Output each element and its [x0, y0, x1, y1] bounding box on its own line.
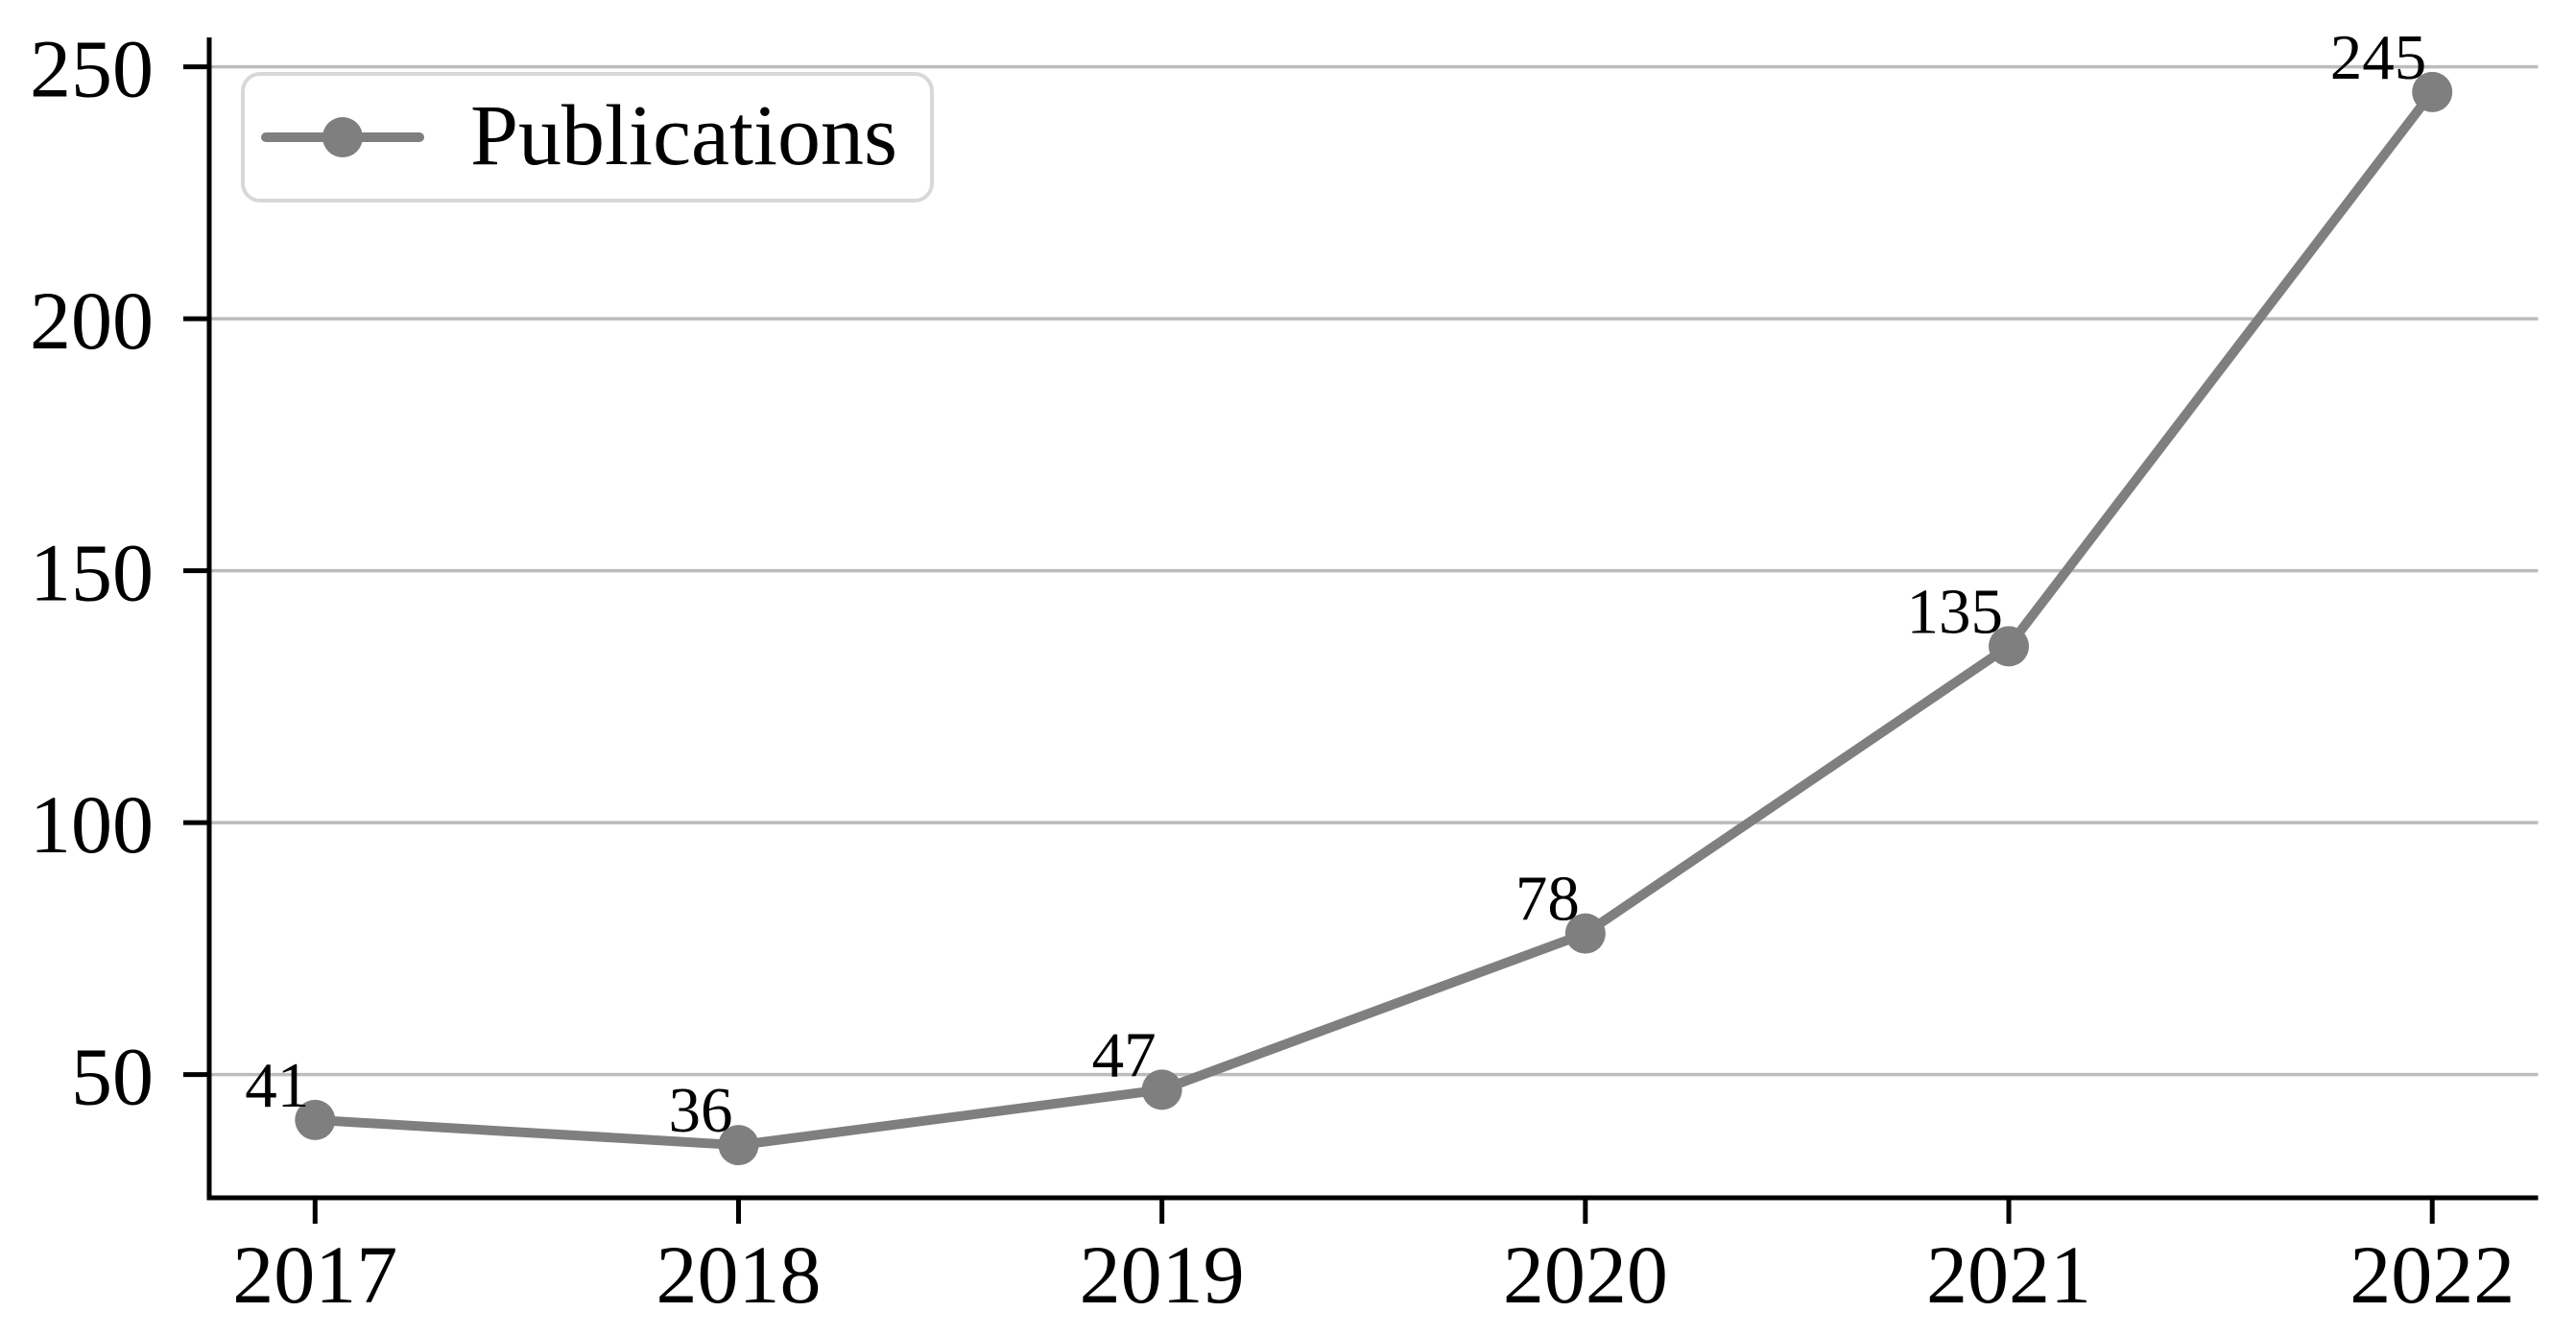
point-label-layer: 41 36 47 78 135 245: [245, 22, 2426, 1146]
data-point-marker: [718, 1125, 759, 1166]
x-tick-label: 2018: [656, 1229, 821, 1321]
legend-label: Publications: [470, 88, 897, 183]
series-line: [310, 86, 2438, 1151]
series-layer: [295, 71, 2453, 1166]
data-point-label: 135: [1907, 576, 2004, 647]
data-point-marker: [1989, 626, 2030, 667]
data-point-label: 78: [1515, 864, 1580, 935]
data-point-marker: [1564, 913, 1606, 954]
y-tick-label: 50: [71, 1031, 154, 1123]
data-point-marker: [2412, 71, 2453, 112]
data-point-label: 41: [245, 1050, 309, 1121]
x-tick-label: 2021: [1926, 1229, 2091, 1321]
x-tick-label: 2019: [1080, 1229, 1245, 1321]
data-point-marker: [1141, 1069, 1182, 1110]
data-point-label: 47: [1092, 1019, 1157, 1090]
y-tick-label: 200: [30, 274, 154, 367]
y-tick-label: 100: [30, 778, 154, 871]
legend-box: [241, 72, 934, 203]
tick-label-layer: 50 100 150 200 250 2017 2018 2019 2020 2021 2022: [30, 23, 2515, 1321]
axis-layer: [183, 37, 2539, 1224]
data-point-label: 36: [668, 1075, 732, 1146]
y-tick-label: 250: [30, 23, 154, 115]
data-point-marker: [295, 1099, 336, 1140]
gridline-layer: [209, 64, 2539, 1077]
y-tick-label: 150: [30, 527, 154, 619]
legend: Publications: [241, 72, 934, 203]
x-tick-label: 2017: [232, 1229, 397, 1321]
data-point-label: 245: [2330, 22, 2427, 93]
x-tick-label: 2022: [2349, 1229, 2515, 1321]
legend-dot-marker-icon: [322, 117, 363, 157]
x-tick-label: 2020: [1503, 1229, 1668, 1321]
